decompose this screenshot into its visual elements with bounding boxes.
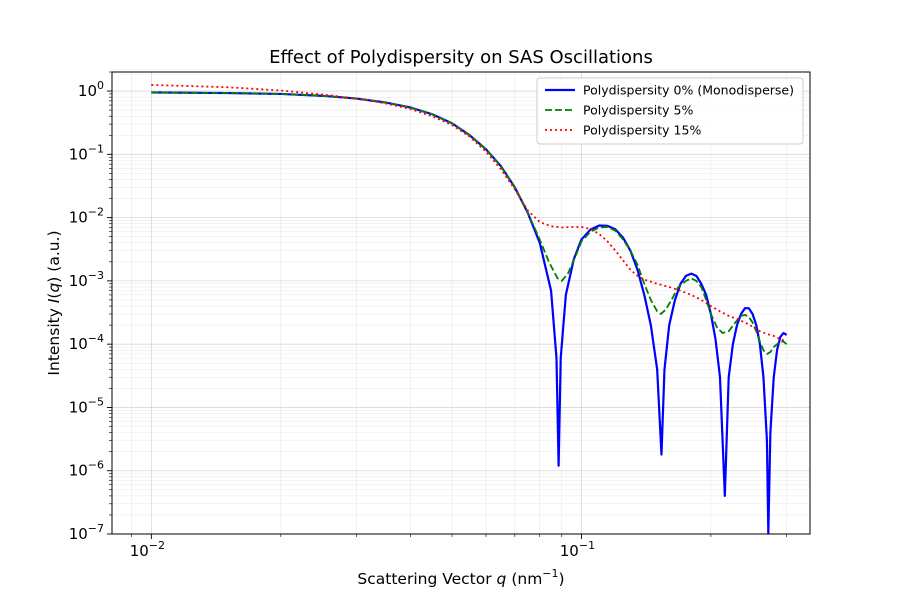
axis-ticks: 10−2 10−1 100 10−1 10−2 10−3 10−4 10−5 10−6 10−7 [69,71,787,560]
y-tick-label: 10−4 [69,332,104,353]
series-line-0 [151,91,788,534]
series-layer [151,84,788,534]
legend-label-2: Polydispersity 15% [583,123,701,138]
y-tick-label: 10−7 [69,522,104,543]
series-line-2 [151,84,787,343]
legend-label-1: Polydispersity 5% [583,103,694,118]
legend-box [536,77,804,145]
y-tick-label: 10−1 [69,142,104,163]
y-axis-label: Intensity I(q) (a.u.) [45,230,63,375]
legend: Polydispersity 0% (Monodisperse) Polydisp… [536,77,804,145]
series-line-1 [151,91,788,355]
y-tick-label: 10−3 [69,269,104,290]
y-tick-label: 100 [78,79,104,100]
x-tick-label: 10−2 [130,539,165,560]
legend-label-0: Polydispersity 0% (Monodisperse) [583,83,794,98]
x-axis-label: Scattering Vector q (nm−1) [357,567,564,588]
chart-title: Effect of Polydispersity on SAS Oscillat… [269,47,653,68]
x-tick-label: 10−1 [560,539,595,560]
y-tick-label: 10−2 [69,206,104,227]
y-tick-label: 10−5 [69,395,104,416]
plot-frame [111,71,811,535]
y-tick-label: 10−6 [69,459,104,480]
